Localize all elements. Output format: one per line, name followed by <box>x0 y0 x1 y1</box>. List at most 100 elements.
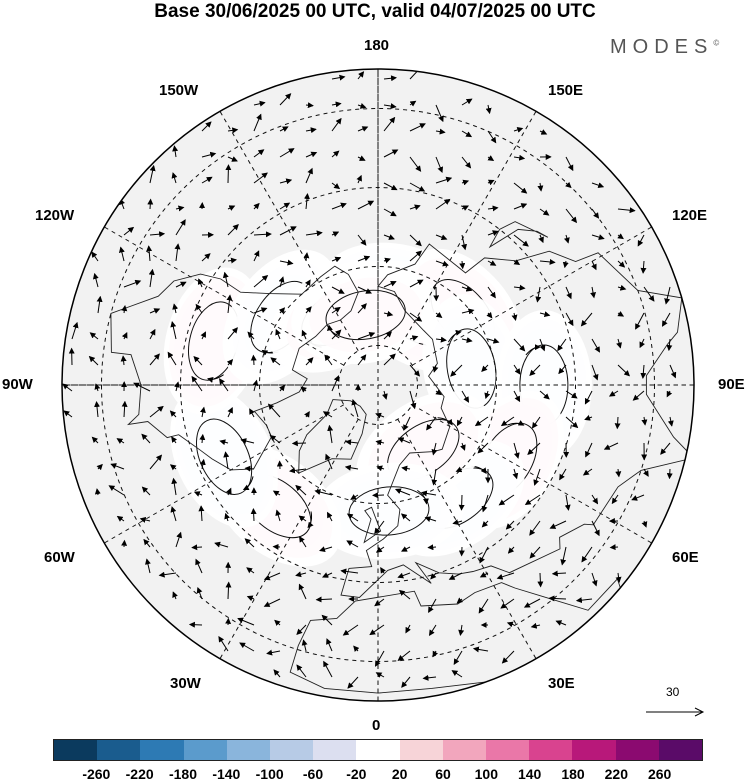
wind-vector <box>562 260 569 269</box>
wind-vector <box>397 650 411 662</box>
colorbar-swatch <box>529 740 573 760</box>
wind-vector <box>263 598 281 607</box>
wind-vector <box>383 208 397 217</box>
lon-label-180: 180 <box>364 37 390 54</box>
wind-vector <box>458 494 465 511</box>
wind-vector <box>539 311 551 318</box>
wind-vector <box>430 572 437 580</box>
meridian <box>219 418 359 659</box>
modes-logo-text: MODES <box>610 36 714 58</box>
colorbar-swatch <box>270 740 314 760</box>
wind-vector <box>381 390 388 400</box>
wind-vector <box>89 332 99 340</box>
wind-vector <box>279 93 292 106</box>
lon-label-60w: 60W <box>44 549 75 566</box>
wind-vector <box>507 546 515 554</box>
wind-vector <box>356 174 362 184</box>
wind-vector <box>175 219 186 236</box>
wind-vector <box>270 357 281 366</box>
wind-vector <box>350 494 359 500</box>
wind-vector <box>133 382 151 392</box>
wind-vector <box>331 117 342 132</box>
wind-vector <box>244 538 255 548</box>
colorbar-swatch <box>313 740 357 760</box>
lon-label-30w: 30W <box>170 675 201 692</box>
lon-label-90e: 90E <box>718 376 745 393</box>
wind-vector <box>609 544 619 551</box>
wind-vector <box>214 541 229 548</box>
wind-vector <box>146 245 153 262</box>
wind-vector <box>409 390 417 410</box>
wind-vector <box>145 558 151 574</box>
wind-vector <box>201 121 212 132</box>
wind-vector <box>539 338 546 352</box>
wind-vector <box>353 645 360 652</box>
wind-vector <box>324 354 333 366</box>
wind-vector <box>409 234 422 247</box>
wind-vector <box>409 312 423 322</box>
wind-vector <box>149 454 163 470</box>
wind-vector <box>641 520 648 528</box>
wind-vector <box>149 353 160 366</box>
wind-vector <box>666 390 673 398</box>
wind-vector <box>558 364 567 375</box>
meridian <box>411 226 652 366</box>
wind-vector <box>237 617 255 626</box>
wind-vector <box>431 468 438 486</box>
wind-vector <box>559 468 567 481</box>
wind-vector <box>456 416 463 427</box>
wind-vector <box>346 513 359 522</box>
wind-vector <box>591 364 599 381</box>
wind-vector <box>253 274 269 288</box>
wind-vector <box>357 71 365 80</box>
wind-vector <box>345 439 359 446</box>
wind-vector <box>252 379 259 392</box>
wind-vector <box>303 252 310 262</box>
wind-vector <box>193 491 203 497</box>
wind-vector <box>584 390 593 405</box>
colorbar-swatch <box>226 740 271 760</box>
meridian <box>104 226 345 366</box>
wind-vector <box>323 660 333 678</box>
wind-vector <box>479 571 489 578</box>
wind-vector <box>383 182 398 191</box>
wind-vector <box>451 670 463 678</box>
wind-vector <box>484 390 491 400</box>
wind-vector <box>539 390 550 400</box>
wind-vector <box>171 172 178 184</box>
wind-vector <box>94 488 101 496</box>
wind-vector <box>615 572 622 583</box>
wind-vector <box>200 331 206 340</box>
wind-vector <box>148 268 155 288</box>
colorbar-swatch <box>97 740 141 760</box>
wind-vector <box>331 231 340 237</box>
wind-vector <box>487 155 495 161</box>
wind-vector <box>426 416 437 431</box>
wind-vector <box>487 130 497 144</box>
wind-vector <box>116 515 125 522</box>
wind-vector <box>551 570 567 577</box>
wind-vector <box>227 406 233 418</box>
colorbar-swatch <box>658 740 703 760</box>
wind-vector <box>71 321 79 340</box>
wind-vector <box>301 329 308 340</box>
wind-vector <box>118 246 125 262</box>
wind-vector <box>171 477 178 496</box>
coastline <box>289 578 628 694</box>
wind-vector <box>409 250 423 262</box>
wind-vector <box>664 286 671 305</box>
latitude-circle <box>259 266 497 504</box>
wind-vector <box>422 674 437 681</box>
wind-vector <box>383 116 396 132</box>
wind-vector <box>278 307 286 314</box>
wind-vector <box>487 205 499 212</box>
colorbar-tick-label: -60 <box>302 766 324 782</box>
positive-anomaly <box>211 445 342 567</box>
wind-vector <box>342 624 359 636</box>
wind-vector <box>617 260 626 268</box>
wind-vector <box>92 272 99 288</box>
wind-vector <box>428 598 437 613</box>
wind-vector <box>319 546 333 553</box>
wind-vector <box>141 433 151 444</box>
wind-vector <box>331 101 342 108</box>
